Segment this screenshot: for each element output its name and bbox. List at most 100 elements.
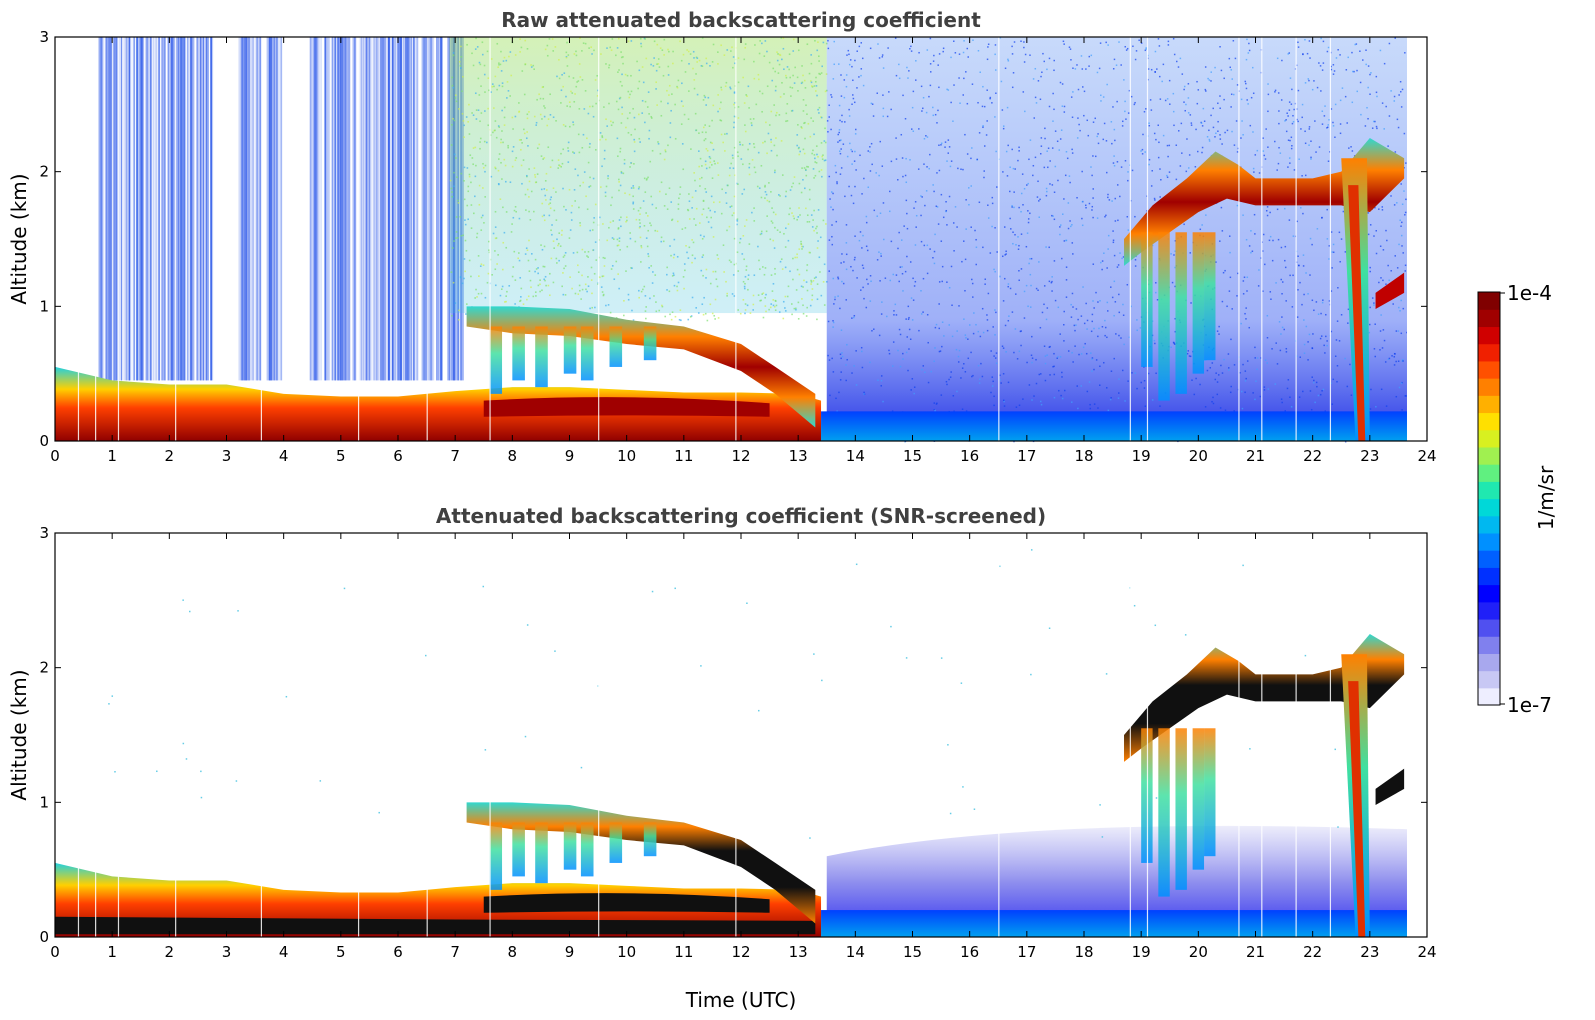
x-tick-label: 4 [279,943,289,961]
noise-speckle [724,85,727,88]
noise-speckle [1130,305,1132,308]
noise-speckle [684,269,686,272]
noise-speckle [602,294,605,297]
noise-speckle [964,289,966,292]
noise-speckle [468,173,471,176]
noise-speckle [672,256,675,259]
noise-speckle [989,252,992,254]
noise-speckle [1085,206,1087,209]
fallstreak [1158,728,1170,897]
noise-speckle [753,146,756,149]
noise-speckle [1002,171,1004,173]
noise-streak [101,37,103,381]
noise-speckle [714,211,716,213]
noise-speckle [695,207,698,210]
noise-speckle [961,408,964,410]
noise-speckle [1224,131,1226,134]
noise-speckle [1199,383,1201,386]
noise-speckle [733,126,735,129]
noise-speckle [1382,279,1384,282]
noise-speckle [620,122,623,124]
noise-speckle [464,219,466,221]
noise-speckle [701,303,704,306]
noise-speckle [1334,355,1337,358]
noise-speckle [1086,119,1089,122]
noise-speckle [972,296,974,298]
noise-speckle [620,172,623,174]
noise-speckle [1331,251,1334,253]
noise-speckle [1393,364,1396,366]
noise-speckle [906,66,908,69]
noise-speckle [744,303,747,305]
noise-speckle [1300,207,1302,209]
noise-speckle [765,230,768,233]
noise-speckle [1287,139,1290,141]
noise-streak [110,37,113,381]
noise-speckle [817,240,819,242]
noise-speckle [611,196,613,199]
noise-speckle [1270,298,1272,300]
noise-speckle [1204,406,1207,408]
noise-speckle [1297,289,1299,291]
noise-speckle [1375,91,1378,94]
noise-speckle [507,146,510,149]
noise-speckle [817,41,819,43]
noise-speckle [743,287,746,290]
noise-speckle [953,84,955,86]
noise-speckle [839,307,841,310]
noise-speckle [681,82,683,85]
noise-speckle [1267,110,1269,113]
noise-speckle [1103,252,1105,254]
noise-speckle [464,270,466,273]
noise-speckle [948,378,950,381]
noise-speckle [895,274,898,276]
noise-speckle [993,395,995,398]
noise-speckle [995,352,998,354]
noise-speckle [714,318,716,320]
noise-speckle [676,220,679,223]
noise-speckle [912,299,915,301]
noise-speckle [740,158,743,160]
noise-speckle [616,238,619,241]
noise-speckle [1311,88,1314,91]
noise-speckle [748,107,750,109]
noise-speckle [1050,281,1053,284]
noise-speckle [451,76,454,79]
noise-speckle [757,709,760,712]
noise-streak [193,37,195,381]
noise-speckle [1175,178,1178,181]
noise-speckle [1382,249,1385,251]
noise-speckle [1383,339,1386,342]
noise-speckle [609,221,612,224]
noise-speckle [498,84,501,87]
noise-streak [145,37,147,381]
colorbar-step [1478,326,1500,345]
saturated-region [55,916,816,935]
noise-speckle [1173,342,1175,344]
noise-speckle [711,142,713,144]
noise-speckle [706,149,709,152]
noise-speckle [953,250,955,252]
noise-streak [189,37,192,381]
noise-speckle [1235,120,1238,122]
noise-speckle [1193,393,1196,396]
noise-speckle [587,250,590,253]
noise-speckle [578,206,580,209]
colorbar-step [1478,464,1500,482]
noise-speckle [1166,98,1169,100]
noise-speckle [1145,108,1147,110]
noise-speckle [770,191,772,193]
noise-speckle [501,178,503,180]
noise-speckle [851,150,854,153]
noise-speckle [880,385,882,387]
noise-streak [141,37,143,381]
noise-speckle [684,71,687,73]
noise-speckle [625,216,628,219]
noise-speckle [1002,125,1005,127]
noise-speckle [822,154,824,157]
noise-speckle [753,220,756,222]
noise-speckle [862,234,864,237]
noise-speckle [880,380,883,382]
x-tick-label: 22 [1303,943,1322,961]
noise-speckle [733,92,736,94]
